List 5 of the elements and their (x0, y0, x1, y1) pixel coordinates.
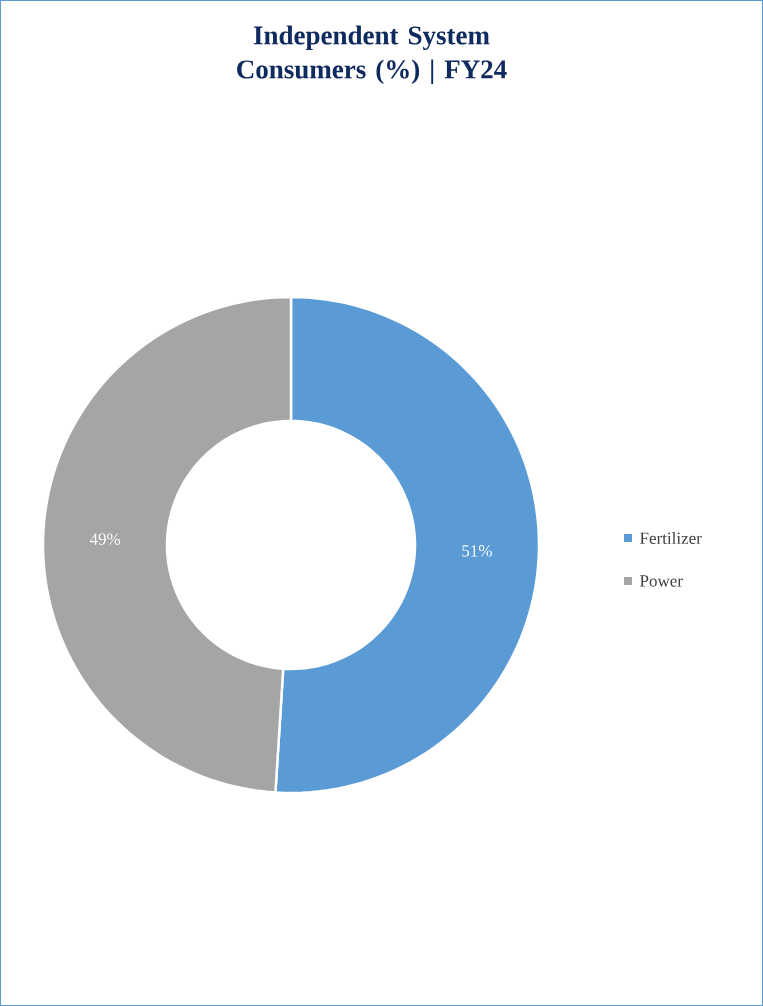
legend-label: Power (640, 575, 683, 587)
chart-title: Independent System Consumers (%) | FY24 (237, 25, 507, 85)
data-label: 49% (89, 533, 121, 545)
legend-label: Fertilizer (640, 532, 702, 544)
data-label: 51% (462, 545, 492, 557)
